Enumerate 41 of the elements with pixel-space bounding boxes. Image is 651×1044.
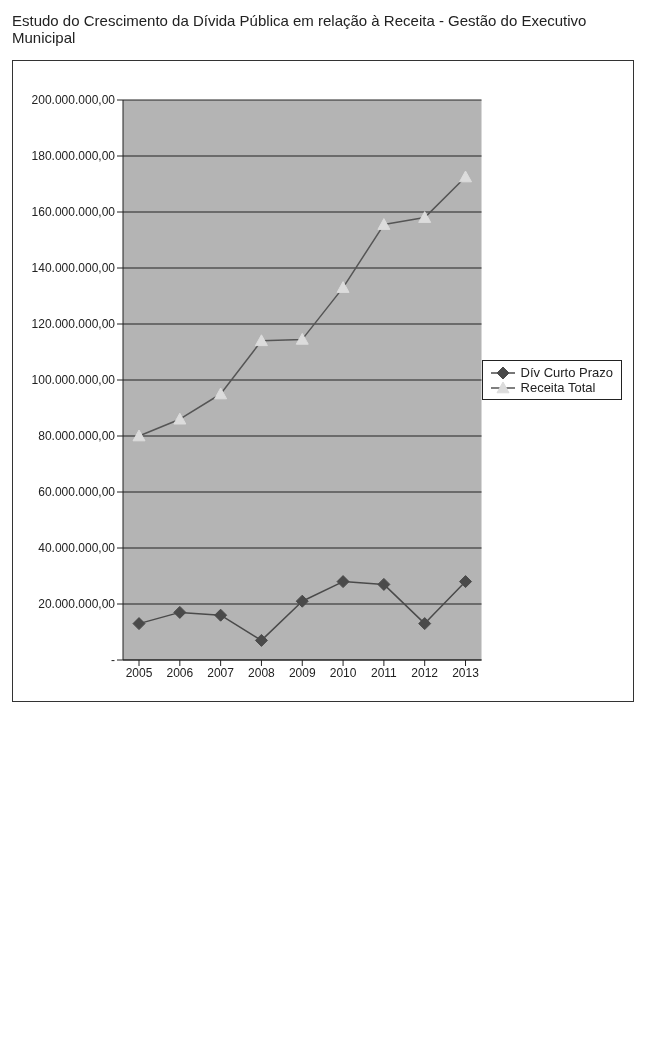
y-tick-label: 180.000.000,00 bbox=[31, 149, 116, 164]
x-tick-label: 2010 bbox=[329, 665, 357, 680]
y-tick-label: 200.000.000,00 bbox=[31, 93, 116, 108]
point bbox=[459, 170, 473, 183]
point bbox=[214, 608, 228, 622]
point bbox=[254, 334, 268, 347]
point bbox=[459, 575, 473, 589]
y-tick-label: 160.000.000,00 bbox=[31, 205, 116, 220]
x-tick-label: 2005 bbox=[125, 665, 153, 680]
point bbox=[336, 575, 350, 589]
x-tick-label: 2006 bbox=[166, 665, 194, 680]
point bbox=[254, 633, 268, 647]
x-tick-label: 2009 bbox=[288, 665, 316, 680]
point bbox=[295, 332, 309, 345]
y-tick-label: 100.000.000,00 bbox=[31, 373, 116, 388]
y-tick-label: 120.000.000,00 bbox=[31, 317, 116, 332]
point bbox=[214, 387, 228, 400]
y-tick-label: 40.000.000,00 bbox=[38, 541, 116, 556]
x-tick-label: 2008 bbox=[248, 665, 276, 680]
y-tick-label: 20.000.000,00 bbox=[38, 597, 116, 612]
x-tick-label: 2012 bbox=[411, 665, 439, 680]
x-tick-label: 2007 bbox=[207, 665, 235, 680]
y-tick-label: 60.000.000,00 bbox=[38, 485, 116, 500]
y-tick-label: 80.000.000,00 bbox=[38, 429, 116, 444]
y-tick-label: - bbox=[111, 653, 115, 668]
point bbox=[418, 211, 432, 223]
chart-title: Estudo do Crescimento da Dívida Pública em relação à Receita - Gestão do Executivo Municipal bbox=[12, 12, 588, 48]
y-tick-label: 140.000.000,00 bbox=[31, 261, 116, 276]
legend-label: Dív Curto Prazo bbox=[520, 365, 613, 380]
point bbox=[377, 218, 391, 230]
point bbox=[377, 577, 391, 591]
point bbox=[418, 617, 432, 631]
point bbox=[132, 429, 146, 442]
point bbox=[336, 281, 350, 293]
point bbox=[173, 412, 187, 425]
point bbox=[295, 594, 309, 608]
legend-label: Receita Total bbox=[520, 380, 596, 395]
x-tick-label: 2011 bbox=[370, 665, 398, 680]
point bbox=[132, 617, 146, 631]
point bbox=[173, 605, 187, 619]
x-tick-label: 2013 bbox=[452, 665, 480, 680]
